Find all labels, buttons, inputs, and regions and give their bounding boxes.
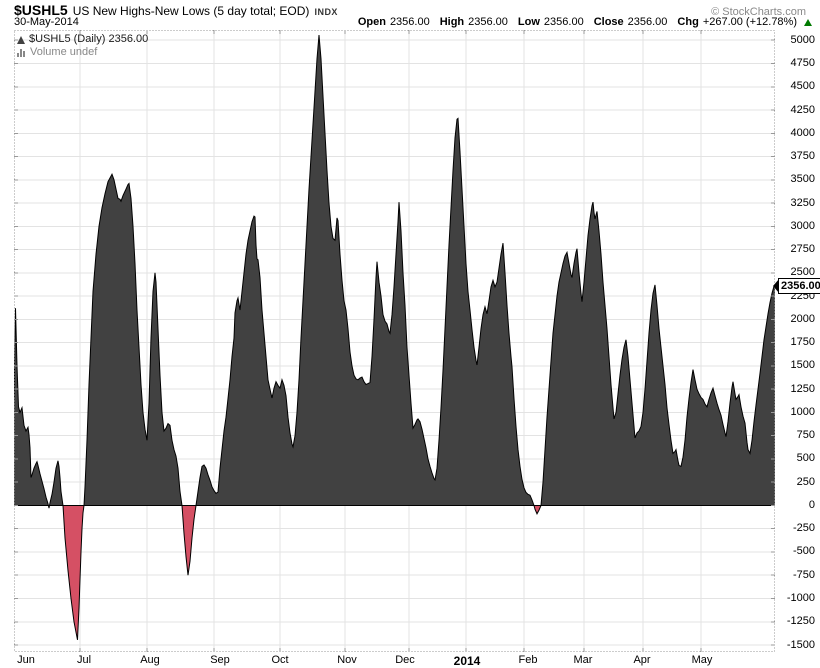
close-value: 2356.00 <box>627 16 668 28</box>
volume-legend-label: Volume undef <box>30 46 98 58</box>
x-axis-label: May <box>691 654 713 666</box>
series-legend-row: $USHL5 (Daily) 2356.00 <box>17 33 148 46</box>
y-axis-label: 3000 <box>790 219 815 232</box>
series-legend-label: $USHL5 (Daily) 2356.00 <box>29 33 149 45</box>
up-triangle-icon <box>804 18 812 26</box>
exchange-label: INDX <box>314 7 338 17</box>
y-axis-label: 3500 <box>790 173 815 186</box>
chg-value: +267.00 (+12.78%) <box>702 16 797 28</box>
x-axis-label: 2014 <box>453 654 481 668</box>
open-label: Open <box>357 16 386 28</box>
last-price-tag: 2356.00 <box>773 278 820 295</box>
y-axis-label: 0 <box>808 498 815 511</box>
y-axis-label: 1750 <box>790 336 815 349</box>
x-axis-label: Oct <box>271 654 289 666</box>
high-value: 2356.00 <box>468 16 508 28</box>
sub-line: 30-May-2014 Open 2356.00 High 2356.00 Lo… <box>14 16 812 28</box>
x-axis-label: Feb <box>518 654 538 666</box>
high-label: High <box>439 16 465 28</box>
low-label: Low <box>517 16 540 28</box>
y-axis-label: 500 <box>796 452 815 465</box>
area-chart-icon <box>17 35 25 44</box>
volume-bars-icon <box>17 48 26 57</box>
close-label: Close <box>593 16 624 28</box>
chart-legend: $USHL5 (Daily) 2356.00 Volume undef <box>17 33 148 59</box>
y-axis-label: 2000 <box>790 312 815 325</box>
y-axis-label: 4500 <box>790 80 815 93</box>
chart-date: 30-May-2014 <box>14 16 79 28</box>
x-axis-label: Apr <box>633 654 651 666</box>
y-axis-label: -750 <box>792 568 815 581</box>
y-axis-label: 4750 <box>790 56 815 69</box>
quote-strip: Open 2356.00 High 2356.00 Low 2356.00 Cl… <box>352 16 812 28</box>
x-axis-label: Jul <box>76 654 92 666</box>
y-axis-label: -250 <box>792 522 815 535</box>
y-axis-label: 750 <box>796 429 815 442</box>
y-axis-label: 250 <box>796 475 815 488</box>
price-tag-arrow-icon <box>773 279 779 294</box>
y-axis-label: 4000 <box>790 126 815 139</box>
symbol: $USHL5 <box>14 2 68 18</box>
open-value: 2356.00 <box>389 16 430 28</box>
y-axis-label: -1250 <box>786 615 815 628</box>
copyright: © StockCharts.com <box>711 6 806 18</box>
y-axis-label: 3750 <box>790 150 815 163</box>
y-axis-label: 5000 <box>790 33 815 46</box>
chg-label: Chg <box>677 16 699 28</box>
y-axis-label: 3250 <box>790 196 815 209</box>
y-axis-label: -1000 <box>786 591 815 604</box>
chart-plot-area <box>14 30 775 652</box>
last-price-value: 2356.00 <box>778 278 820 295</box>
volume-legend-row: Volume undef <box>17 46 148 59</box>
y-axis-label: 2500 <box>790 266 815 279</box>
low-value: 2356.00 <box>543 16 584 28</box>
x-axis-label: Aug <box>140 654 160 666</box>
x-axis-label: Nov <box>337 654 357 666</box>
page-title: US New Highs-New Lows (5 day total; EOD) <box>72 4 310 18</box>
title-line: $USHL5 US New Highs-New Lows (5 day tota… <box>14 2 806 18</box>
y-axis-label: 1500 <box>790 359 815 372</box>
x-axis-label: Sep <box>210 654 230 666</box>
x-axis-label: Dec <box>395 654 415 666</box>
y-axis-label: 4250 <box>790 103 815 116</box>
y-axis-label: -1500 <box>786 638 815 651</box>
x-axis-label: Mar <box>573 654 593 666</box>
x-axis-label: Jun <box>17 654 35 666</box>
y-axis-label: 1000 <box>790 405 815 418</box>
y-axis-label: -500 <box>792 545 815 558</box>
y-axis-label: 2750 <box>790 243 815 256</box>
y-axis-label: 1250 <box>790 382 815 395</box>
